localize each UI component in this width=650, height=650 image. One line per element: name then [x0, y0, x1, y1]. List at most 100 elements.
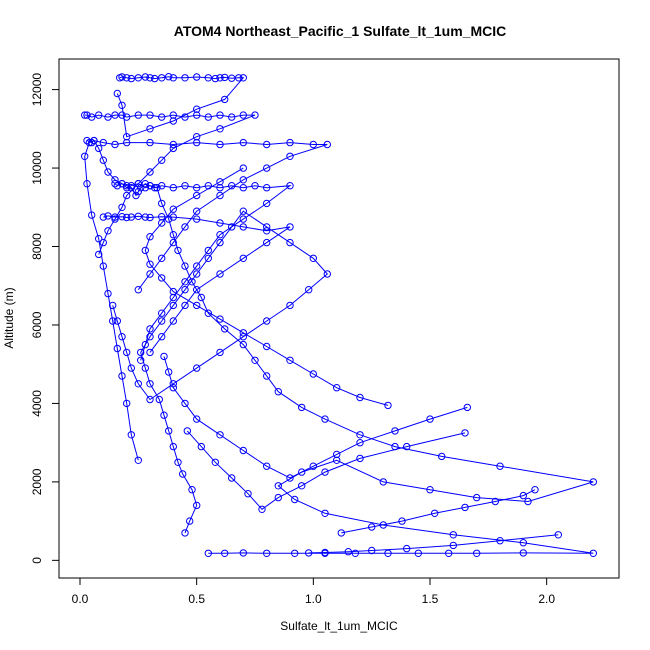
series-5	[113, 73, 248, 141]
data-point	[438, 452, 446, 461]
data-point	[181, 301, 189, 310]
data-point	[88, 138, 96, 147]
data-point	[118, 372, 126, 380]
data-point	[188, 278, 196, 286]
data-point	[169, 317, 178, 325]
data-point	[83, 180, 91, 188]
data-point	[95, 111, 103, 119]
data-point	[473, 493, 481, 502]
data-point	[127, 182, 136, 190]
data-point	[274, 388, 282, 396]
data-point	[216, 111, 224, 119]
data-point	[127, 431, 136, 439]
data-point	[83, 136, 91, 145]
data-point	[204, 113, 213, 121]
data-point	[193, 301, 201, 310]
data-point	[193, 133, 201, 141]
data-point	[193, 262, 201, 270]
data-point	[258, 505, 266, 513]
data-point	[160, 352, 168, 361]
data-point	[141, 246, 150, 255]
series-line	[84, 114, 256, 255]
data-point	[305, 286, 313, 294]
data-point	[239, 333, 248, 341]
data-point	[158, 274, 166, 282]
series-line	[144, 167, 389, 406]
series-6	[111, 180, 294, 364]
data-point	[118, 180, 126, 188]
data-point	[239, 549, 248, 557]
data-point	[461, 503, 469, 512]
data-point	[169, 74, 178, 82]
data-point	[403, 442, 411, 451]
data-point	[251, 182, 259, 190]
series-line	[341, 489, 536, 534]
data-point	[263, 549, 271, 557]
data-point	[118, 73, 126, 81]
data-point	[146, 333, 154, 341]
series-12	[337, 486, 539, 537]
data-point	[134, 111, 143, 119]
data-point	[169, 231, 178, 239]
data-point	[263, 462, 271, 470]
data-point	[204, 254, 213, 262]
data-point	[309, 254, 317, 262]
data-point	[123, 74, 131, 82]
x-tick-label: 0.5	[188, 592, 205, 606]
data-point	[113, 317, 122, 325]
data-point	[263, 372, 271, 380]
data-point	[169, 184, 178, 192]
data-point	[158, 333, 166, 341]
data-point	[146, 348, 154, 357]
data-point	[298, 482, 306, 490]
data-point	[351, 549, 359, 557]
data-point	[118, 111, 126, 119]
data-point	[181, 74, 189, 82]
series-8	[141, 164, 392, 410]
series-10	[183, 427, 469, 513]
data-point	[90, 136, 98, 145]
data-point	[169, 111, 178, 119]
data-point	[309, 140, 317, 149]
series-4	[81, 111, 259, 259]
series-line	[114, 183, 292, 361]
data-point	[109, 301, 117, 310]
data-point	[99, 262, 108, 270]
data-point	[321, 415, 329, 423]
data-point	[239, 164, 248, 172]
data-point	[134, 456, 143, 464]
data-point	[216, 348, 224, 357]
data-point	[146, 125, 154, 133]
data-point	[169, 293, 178, 302]
data-point	[127, 364, 136, 372]
data-point	[368, 546, 376, 555]
data-point	[169, 205, 178, 213]
data-point	[123, 348, 131, 357]
series-line	[186, 430, 466, 510]
data-point	[193, 184, 201, 192]
data-point	[111, 140, 119, 149]
series-11	[305, 531, 562, 557]
data-point	[449, 541, 457, 550]
data-point	[589, 478, 597, 486]
data-point	[263, 238, 271, 247]
data-point	[118, 101, 126, 110]
data-point	[211, 74, 220, 83]
data-point	[118, 333, 126, 341]
data-point	[151, 74, 159, 83]
data-point	[141, 73, 150, 81]
y-tick-label: 4000	[30, 390, 44, 417]
data-point	[286, 238, 294, 247]
data-point	[379, 478, 387, 486]
data-point	[239, 184, 248, 192]
data-point	[263, 140, 271, 149]
data-point	[216, 178, 224, 186]
data-point	[169, 384, 178, 392]
y-tick-label: 0	[30, 557, 44, 564]
series-line	[103, 215, 291, 353]
data-point	[88, 113, 96, 121]
data-point	[123, 184, 131, 192]
data-point	[169, 140, 178, 149]
data-point	[141, 180, 150, 188]
data-point	[286, 301, 294, 310]
